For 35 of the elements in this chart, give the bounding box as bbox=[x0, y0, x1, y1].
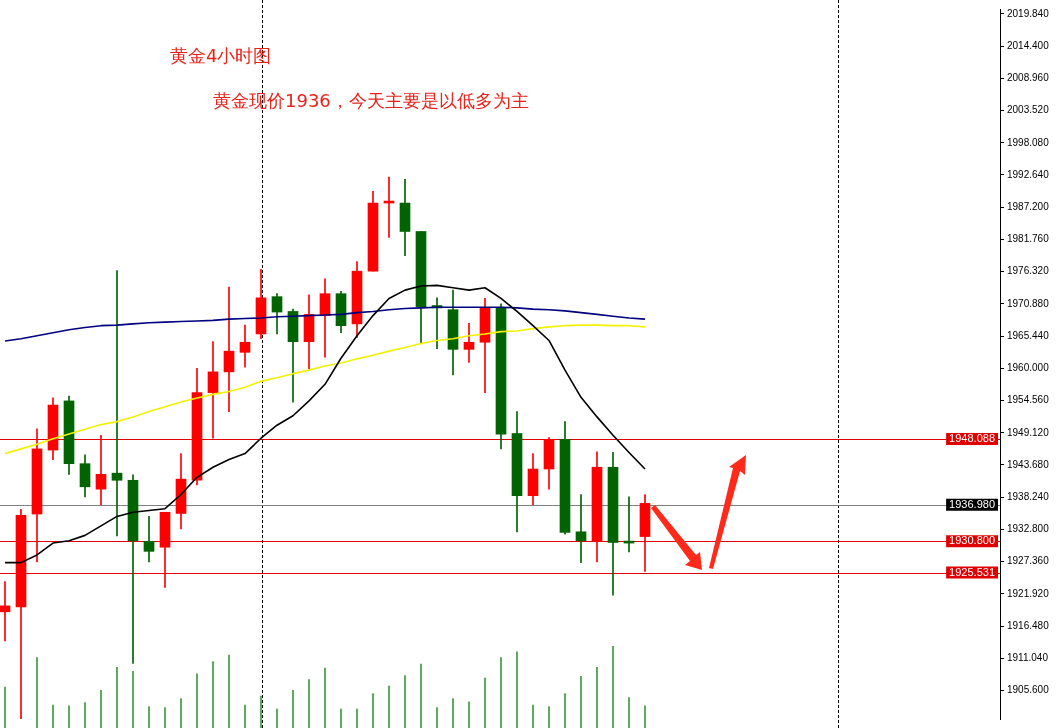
text: 黄金4小时图 bbox=[170, 44, 272, 68]
y-tick-label: 2008.960 bbox=[1007, 72, 1050, 84]
y-tick-label: 1927.360 bbox=[1007, 555, 1050, 567]
text: 黄金现价1936，今天主要是以低多为主 bbox=[213, 89, 529, 113]
y-tick-label: 1976.320 bbox=[1007, 265, 1050, 277]
y-tick-label: 1987.200 bbox=[1007, 200, 1050, 212]
y-tick-label: 2003.520 bbox=[1007, 104, 1050, 116]
candlestick bbox=[111, 270, 123, 537]
y-tick-label: 1998.080 bbox=[1007, 136, 1050, 148]
candlestick bbox=[575, 494, 587, 563]
ref-line-label: 1948.088 bbox=[949, 431, 996, 444]
candlestick bbox=[463, 322, 475, 363]
candlestick bbox=[143, 516, 155, 563]
y-tick-label: 1905.600 bbox=[1007, 684, 1050, 696]
y-tick-label: 1943.680 bbox=[1007, 458, 1050, 470]
y-tick-label: 1916.480 bbox=[1007, 619, 1050, 631]
candlestick bbox=[207, 341, 219, 439]
y-tick-label: 1949.120 bbox=[1007, 426, 1050, 438]
ref-line-label: 1936.980 bbox=[949, 497, 996, 510]
ref-line-label: 1925.531 bbox=[949, 565, 996, 578]
ref-line-label: 1930.800 bbox=[949, 534, 996, 547]
y-tick-label: 1932.800 bbox=[1007, 523, 1050, 535]
y-tick-label: 1970.880 bbox=[1007, 297, 1050, 309]
y-tick-label: 1992.640 bbox=[1007, 168, 1050, 180]
y-tick-label: 1921.920 bbox=[1007, 587, 1050, 599]
y-tick-label: 2019.840 bbox=[1007, 7, 1050, 19]
y-tick-label: 1960.000 bbox=[1007, 362, 1050, 374]
y-tick-label: 1965.440 bbox=[1007, 329, 1050, 341]
y-tick-label: 1938.240 bbox=[1007, 490, 1050, 502]
y-tick-label: 2014.400 bbox=[1007, 39, 1050, 51]
candlestick bbox=[223, 286, 235, 412]
candlestick bbox=[95, 434, 107, 505]
y-tick-label: 1954.560 bbox=[1007, 394, 1050, 406]
y-tick-label: 1911.040 bbox=[1007, 652, 1049, 664]
y-tick-label: 1981.760 bbox=[1007, 233, 1050, 245]
